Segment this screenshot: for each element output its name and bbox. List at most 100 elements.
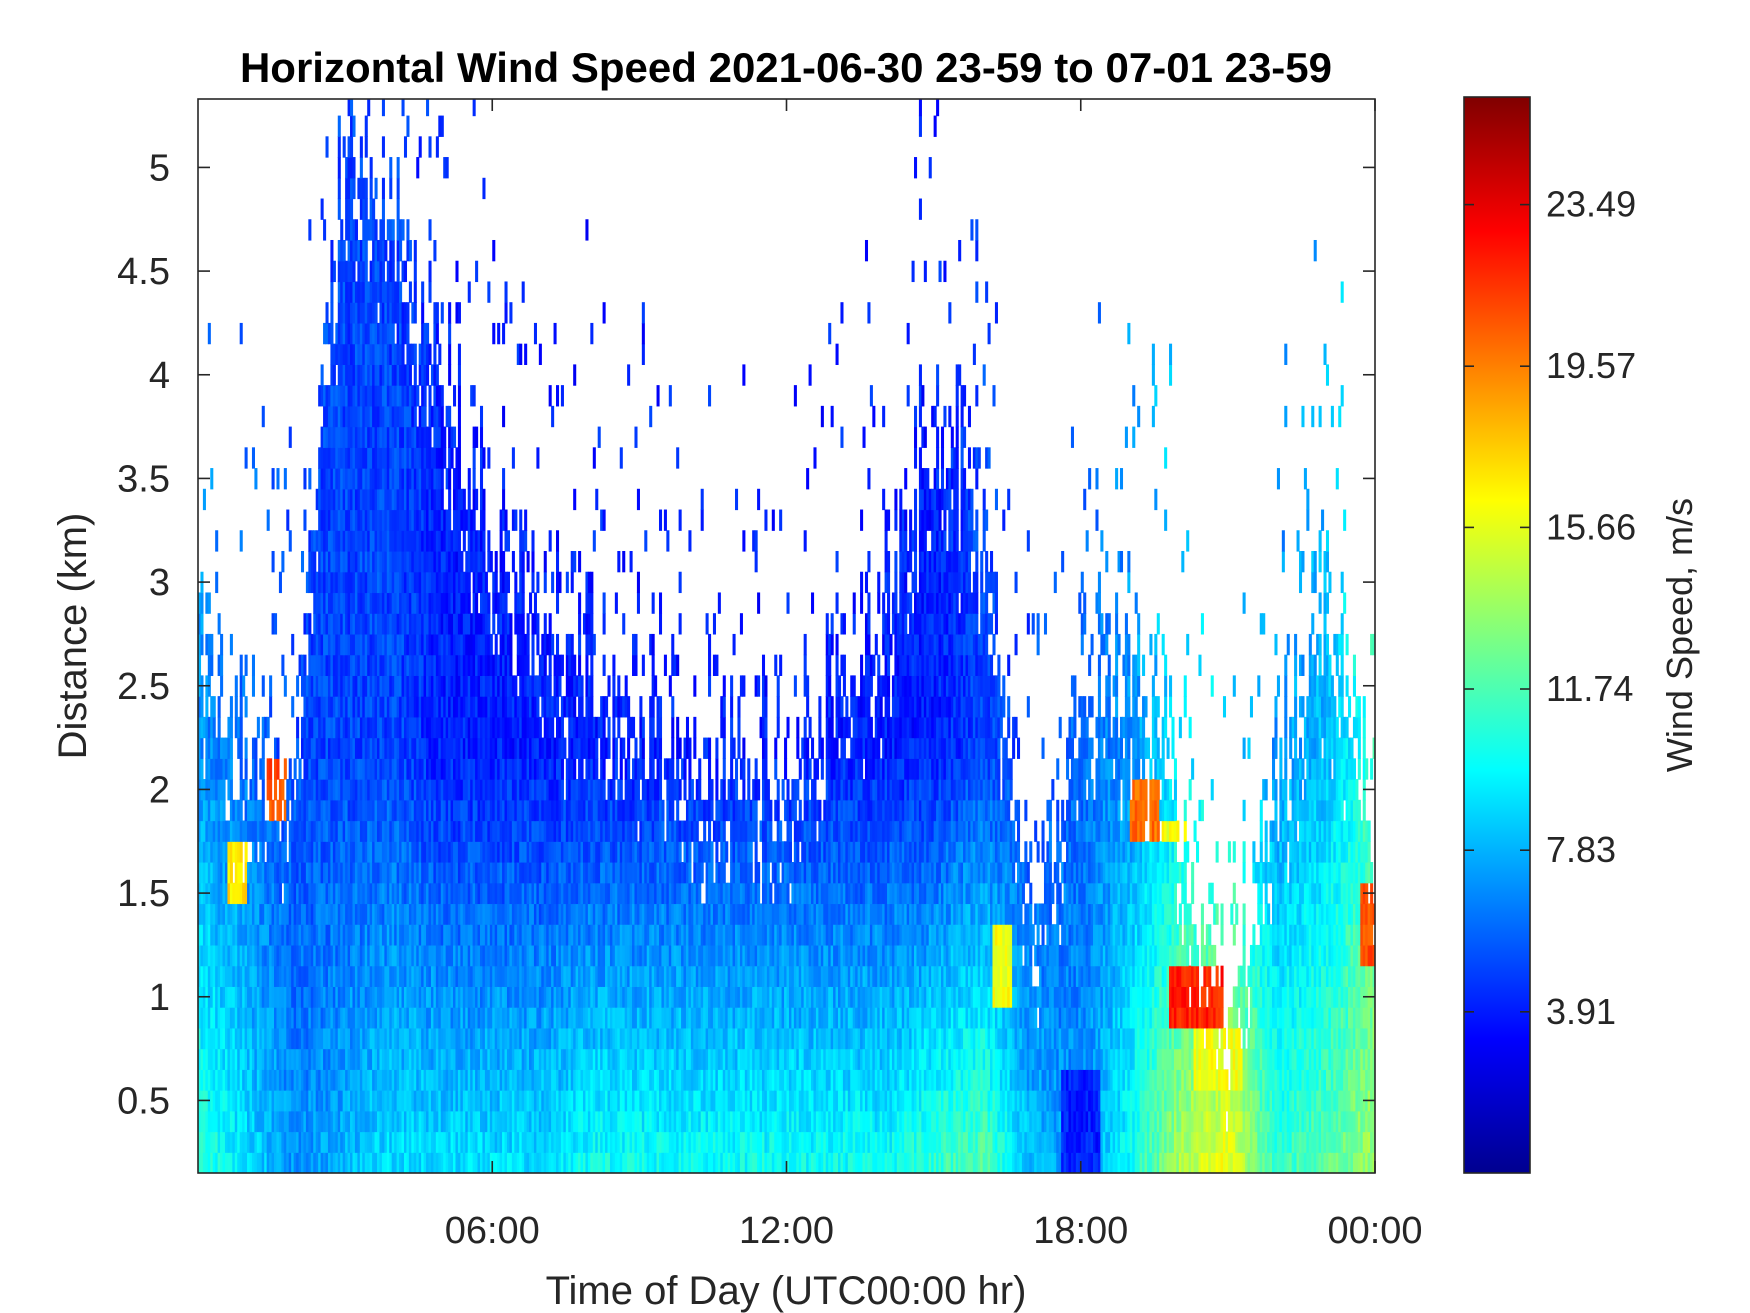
heatmap-cell xyxy=(533,1090,537,1112)
heatmap-cell xyxy=(423,1131,427,1153)
heatmap-cell xyxy=(460,882,464,905)
heatmap-cell xyxy=(354,468,358,490)
heatmap-cell xyxy=(448,716,452,739)
heatmap-cell xyxy=(318,1152,322,1173)
heatmap-cell xyxy=(494,986,498,1008)
heatmap-cell xyxy=(467,1090,471,1112)
heatmap-cell xyxy=(396,716,400,739)
heatmap-cell xyxy=(337,799,341,822)
heatmap-cell xyxy=(492,696,496,718)
heatmap-cell xyxy=(340,364,344,386)
heatmap-cell xyxy=(504,571,508,594)
heatmap-cell xyxy=(354,1007,358,1029)
heatmap-cell xyxy=(433,633,437,656)
heatmap-cell xyxy=(475,779,479,801)
heatmap-cell xyxy=(394,1090,398,1112)
heatmap-cell xyxy=(389,716,393,739)
heatmap-cell xyxy=(210,758,214,780)
heatmap-cell xyxy=(504,613,508,635)
heatmap-cell xyxy=(511,1007,515,1029)
heatmap-cell xyxy=(563,799,567,822)
heatmap-cell xyxy=(222,1110,226,1133)
heatmap-cell xyxy=(519,654,523,676)
heatmap-cell xyxy=(325,385,329,407)
heatmap-cell xyxy=(224,986,229,1008)
heatmap-cell xyxy=(283,1027,287,1050)
heatmap-cell xyxy=(386,1069,390,1091)
heatmap-cell xyxy=(374,1090,378,1112)
heatmap-cell xyxy=(354,239,358,262)
heatmap-cell xyxy=(467,799,471,822)
heatmap-cell xyxy=(352,405,356,428)
heatmap-cell xyxy=(364,799,368,822)
heatmap-cell xyxy=(519,1090,523,1112)
heatmap-cell xyxy=(234,1007,238,1029)
heatmap-cell xyxy=(396,1152,400,1173)
heatmap-cell xyxy=(391,737,395,759)
heatmap-cell xyxy=(450,1069,454,1091)
heatmap-cell xyxy=(487,944,491,967)
heatmap-cell xyxy=(406,1152,410,1173)
heatmap-cell xyxy=(391,550,395,573)
heatmap-cell xyxy=(560,903,564,925)
heatmap-cell xyxy=(313,613,317,635)
heatmap-cell xyxy=(489,944,493,967)
heatmap-cell xyxy=(411,550,415,573)
heatmap-cell xyxy=(384,799,388,822)
heatmap-cell xyxy=(416,675,420,697)
heatmap-cell xyxy=(207,322,211,345)
heatmap-cell xyxy=(514,986,518,1008)
heatmap-cell xyxy=(354,219,358,241)
heatmap-cell xyxy=(247,1110,251,1133)
heatmap-cell xyxy=(330,716,334,739)
heatmap-cell xyxy=(293,965,297,987)
heatmap-cell xyxy=(450,530,454,552)
heatmap-cell xyxy=(315,675,319,697)
heatmap-cell xyxy=(274,944,278,967)
heatmap-cell xyxy=(396,1069,400,1091)
heatmap-cell xyxy=(519,1027,523,1050)
heatmap-cell xyxy=(350,530,354,552)
heatmap-cell xyxy=(337,260,341,283)
heatmap-cell xyxy=(445,820,449,842)
heatmap-cell xyxy=(374,737,378,759)
heatmap-cell xyxy=(288,1110,292,1133)
heatmap-cell xyxy=(413,1027,417,1050)
heatmap-cell xyxy=(509,903,513,925)
heatmap-cell xyxy=(563,1048,567,1070)
heatmap-cell xyxy=(484,1007,488,1029)
heatmap-cell xyxy=(335,986,339,1008)
heatmap-cell xyxy=(327,1131,332,1153)
heatmap-cell xyxy=(475,1027,479,1050)
heatmap-cell xyxy=(413,592,417,614)
heatmap-cell xyxy=(212,799,216,822)
heatmap-cell xyxy=(337,302,341,324)
heatmap-cell xyxy=(335,488,339,511)
heatmap-cell xyxy=(570,1048,574,1070)
heatmap-cell xyxy=(470,758,474,780)
heatmap-cell xyxy=(560,841,564,863)
heatmap-cell xyxy=(377,426,381,448)
heatmap-cell xyxy=(526,737,530,759)
heatmap-cell xyxy=(430,716,434,739)
heatmap-cell xyxy=(286,924,290,946)
heatmap-cell xyxy=(323,447,327,469)
heatmap-cell xyxy=(448,903,452,925)
heatmap-cell xyxy=(347,1110,351,1133)
heatmap-cell xyxy=(362,385,366,407)
heatmap-cell xyxy=(519,675,523,697)
heatmap-cell xyxy=(276,1048,280,1070)
heatmap-cell xyxy=(222,986,226,1008)
heatmap-cell xyxy=(492,1048,496,1070)
heatmap-cell xyxy=(426,550,430,573)
heatmap-cell xyxy=(372,1131,376,1153)
heatmap-cell xyxy=(357,716,361,739)
heatmap-cell xyxy=(460,903,464,925)
heatmap-cell xyxy=(494,1131,498,1153)
heatmap-cell xyxy=(568,1090,572,1112)
heatmap-cell xyxy=(264,944,268,967)
heatmap-cell xyxy=(433,426,437,448)
heatmap-cell xyxy=(416,385,420,407)
heatmap-cell xyxy=(325,488,329,511)
heatmap-cell xyxy=(374,1069,378,1091)
